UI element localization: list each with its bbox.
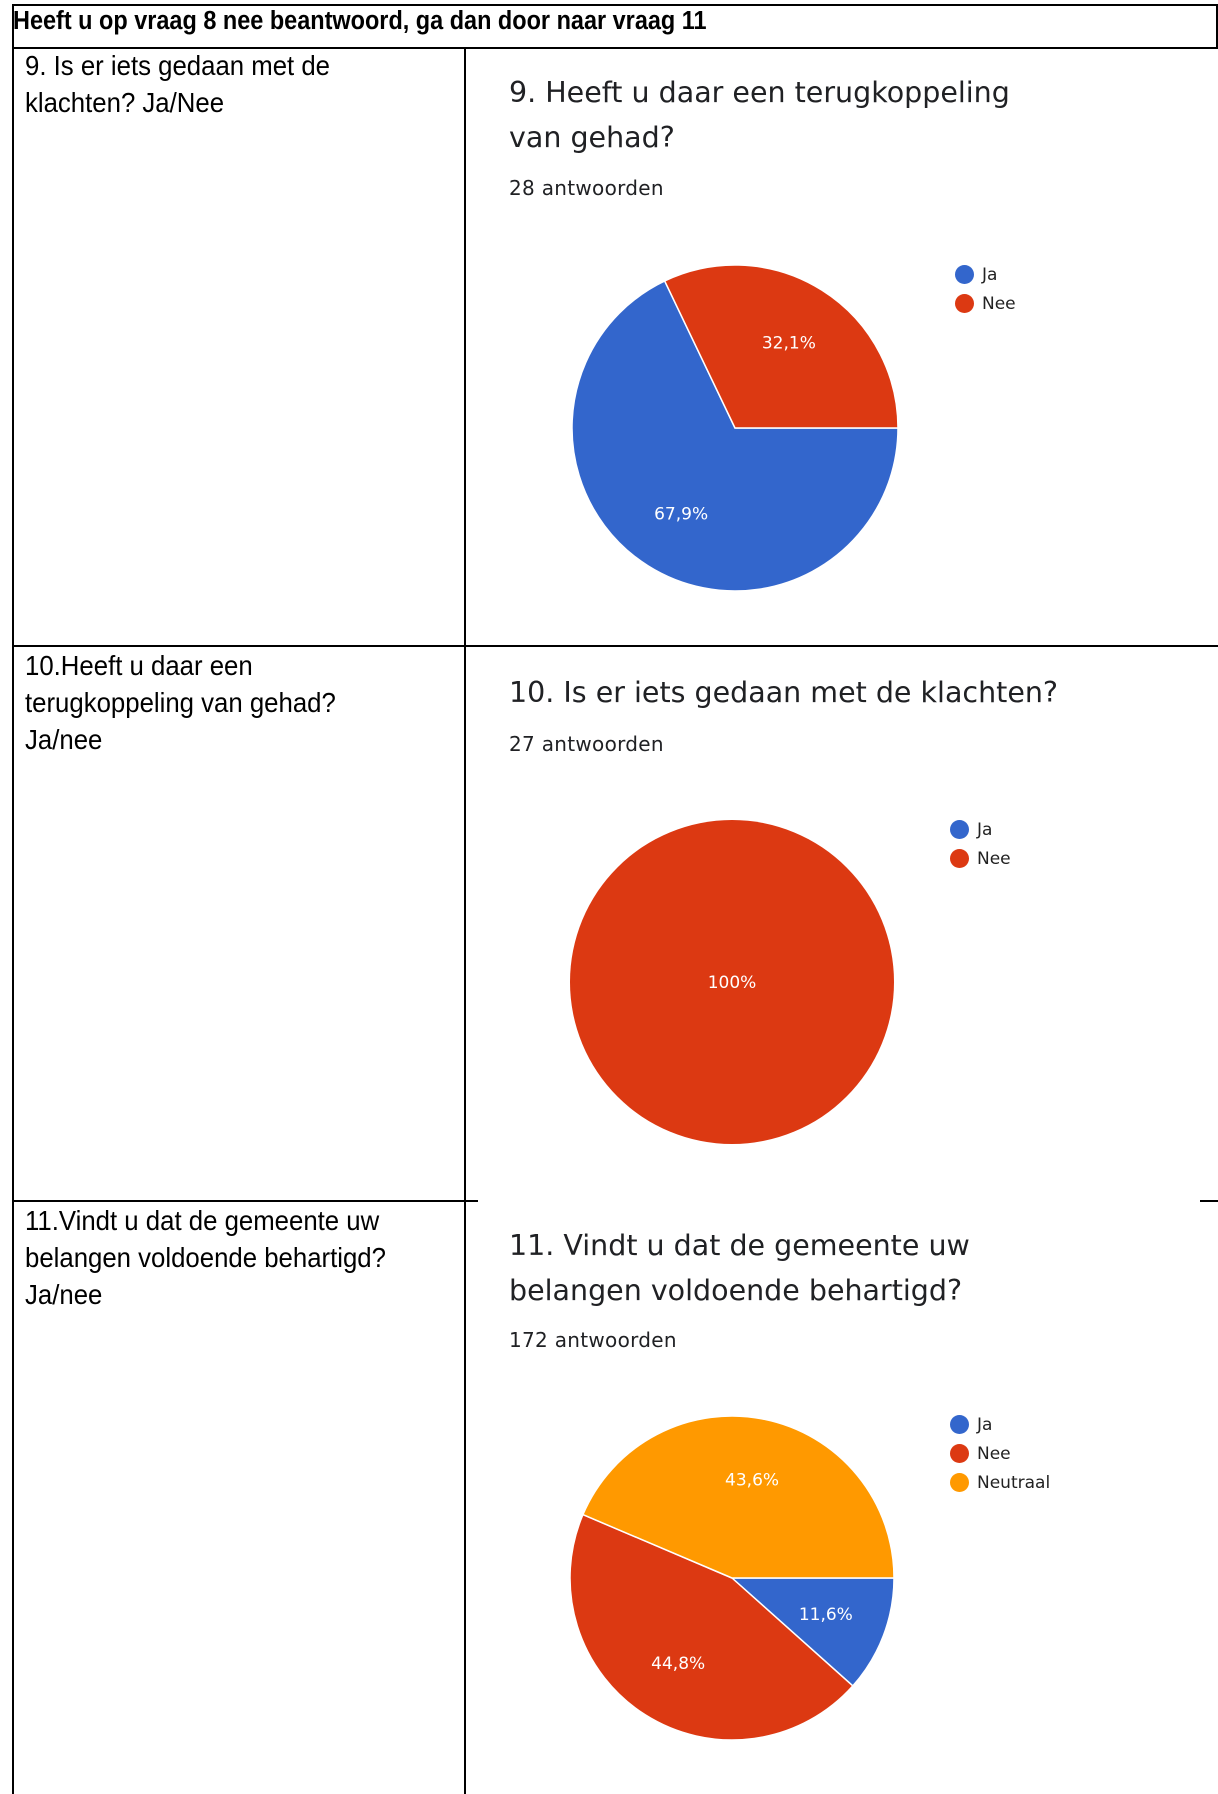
legend-item-nee: Nee	[955, 289, 1016, 318]
response-count-10: 27 antwoorden	[509, 732, 664, 756]
pie-slice-ja	[730, 1577, 895, 1687]
legend-label: Nee	[977, 848, 1011, 869]
row-divider-2-left	[12, 1200, 478, 1202]
slice-label-ja: 11,6%	[799, 1605, 853, 1625]
legend-label: Neutraal	[977, 1472, 1051, 1493]
legend-item-ja: Ja	[955, 260, 1016, 289]
legend-label: Ja	[982, 264, 998, 285]
header-divider	[12, 47, 1218, 49]
pie-chart-9: 67,9% 32,1%	[571, 264, 899, 592]
chart-title-11: 11. Vindt u dat de gemeente uw belangen …	[509, 1229, 970, 1307]
legend-item-nee: Nee	[950, 844, 1011, 873]
question-9-text: 9. Is er iets gedaan met de klachten? Ja…	[25, 50, 331, 118]
chart-title-10: 10. Is er iets gedaan met de klachten?	[509, 676, 1059, 709]
pie-slice-nee	[570, 820, 894, 1144]
legend-item-ja: Ja	[950, 815, 1011, 844]
legend-dot	[955, 294, 974, 313]
legend-dot	[950, 1444, 969, 1463]
pie-slice-nee	[663, 264, 899, 429]
column-divider	[464, 47, 466, 1794]
legend-item-ja: Ja	[950, 1410, 1050, 1439]
pie-slice-ja	[571, 279, 899, 592]
legend-label: Nee	[977, 1443, 1011, 1464]
legend-dot	[955, 265, 974, 284]
legend-dot	[950, 1473, 969, 1492]
slice-label-nee: 44,8%	[651, 1654, 705, 1674]
legend-dot	[950, 820, 969, 839]
pie-chart-11: 11,6% 44,8% 43,6%	[569, 1415, 895, 1741]
response-count-11: 172 antwoorden	[509, 1328, 677, 1352]
legend-label: Ja	[977, 819, 993, 840]
slice-label-nee: 32,1%	[762, 334, 816, 354]
slice-label-nee: 100%	[708, 973, 757, 993]
slice-label-ja: 67,9%	[654, 504, 708, 524]
table-border-right	[1216, 4, 1218, 48]
slice-label-neutraal: 43,6%	[725, 1471, 779, 1491]
pie-chart-10: 100%	[570, 820, 894, 1144]
pie-slice-neutraal	[581, 1415, 895, 1579]
legend-dot	[950, 1415, 969, 1434]
legend-label: Ja	[977, 1414, 993, 1435]
row-divider-2-right	[1200, 1200, 1218, 1202]
response-count-9: 28 antwoorden	[509, 176, 664, 200]
question-10-text: 10.Heeft u daar een terugkoppeling van g…	[25, 650, 336, 755]
chart-title-9: 9. Heeft u daar een terugkoppeling van g…	[509, 76, 1010, 154]
legend-item-neutraal: Neutraal	[950, 1468, 1050, 1497]
legend-11: Ja Nee Neutraal	[950, 1410, 1050, 1497]
legend-item-nee: Nee	[950, 1439, 1050, 1468]
row-divider-1	[12, 645, 1218, 647]
legend-label: Nee	[982, 293, 1016, 314]
question-11-text: 11.Vindt u dat de gemeente uw belangen v…	[25, 1205, 386, 1310]
legend-9: Ja Nee	[955, 260, 1016, 318]
legend-dot	[950, 849, 969, 868]
table-border-top	[12, 4, 1218, 6]
table-border-left	[12, 4, 14, 1794]
pie-slice-nee	[569, 1513, 854, 1741]
table-header: Heeft u op vraag 8 nee beantwoord, ga da…	[13, 7, 707, 35]
legend-10: Ja Nee	[950, 815, 1011, 873]
